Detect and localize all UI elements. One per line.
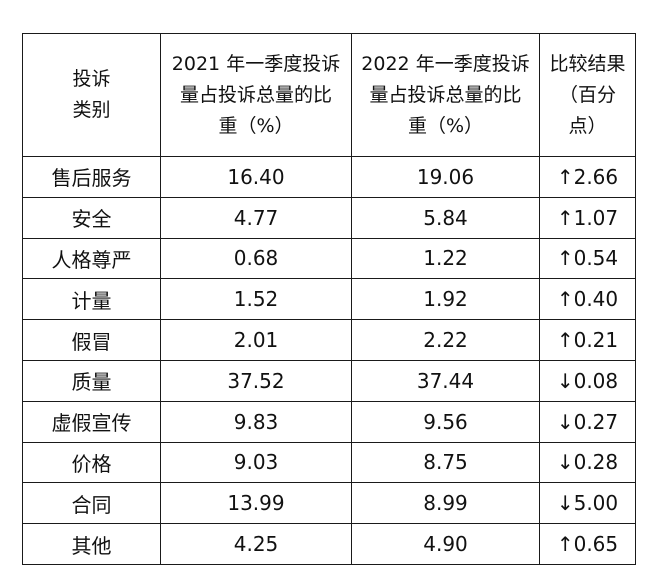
change-cell: ↓5.00 bbox=[539, 482, 636, 525]
change-cell: ↓0.08 bbox=[539, 359, 636, 402]
table-body: 售后服务 16.40 19.06 ↑2.66 安全 4.77 5.84 ↑1.0… bbox=[22, 156, 636, 565]
table-row: 质量 37.52 37.44 ↓0.08 bbox=[22, 359, 636, 402]
table-row: 虚假宣传 9.83 9.56 ↓0.27 bbox=[22, 400, 636, 443]
share-2022-cell: 2.22 bbox=[351, 319, 540, 361]
share-2021-cell: 4.25 bbox=[160, 523, 352, 565]
share-2022-cell: 37.44 bbox=[351, 359, 540, 402]
complaint-table: 投诉 类别 2021 年一季度投诉 量占投诉总量的比 重（%） 2022 年一季… bbox=[22, 33, 636, 565]
header-comparison: 比较结果 （百分 点） bbox=[539, 33, 636, 157]
category-cell: 假冒 bbox=[22, 319, 161, 361]
table-row: 安全 4.77 5.84 ↑1.07 bbox=[22, 196, 636, 239]
category-cell: 计量 bbox=[22, 278, 161, 321]
category-cell: 售后服务 bbox=[22, 156, 161, 198]
share-2022-cell: 5.84 bbox=[351, 196, 540, 239]
change-cell: ↑0.40 bbox=[539, 278, 636, 321]
change-cell: ↓0.28 bbox=[539, 441, 636, 484]
header-2021-share: 2021 年一季度投诉 量占投诉总量的比 重（%） bbox=[160, 33, 352, 157]
header-category: 投诉 类别 bbox=[22, 33, 161, 157]
change-cell: ↑0.21 bbox=[539, 319, 636, 361]
share-2022-cell: 9.56 bbox=[351, 400, 540, 443]
share-2021-cell: 9.03 bbox=[160, 441, 352, 484]
category-cell: 人格尊严 bbox=[22, 237, 161, 280]
share-2022-cell: 19.06 bbox=[351, 156, 540, 198]
category-cell: 其他 bbox=[22, 523, 161, 565]
category-cell: 价格 bbox=[22, 441, 161, 484]
table-row: 计量 1.52 1.92 ↑0.40 bbox=[22, 278, 636, 321]
change-cell: ↑0.54 bbox=[539, 237, 636, 280]
share-2022-cell: 8.99 bbox=[351, 482, 540, 525]
share-2021-cell: 2.01 bbox=[160, 319, 352, 361]
share-2021-cell: 0.68 bbox=[160, 237, 352, 280]
category-cell: 虚假宣传 bbox=[22, 400, 161, 443]
share-2021-cell: 16.40 bbox=[160, 156, 352, 198]
share-2021-cell: 13.99 bbox=[160, 482, 352, 525]
table-row: 售后服务 16.40 19.06 ↑2.66 bbox=[22, 156, 636, 198]
change-cell: ↑1.07 bbox=[539, 196, 636, 239]
category-cell: 安全 bbox=[22, 196, 161, 239]
table-header: 投诉 类别 2021 年一季度投诉 量占投诉总量的比 重（%） 2022 年一季… bbox=[22, 33, 636, 157]
category-cell: 合同 bbox=[22, 482, 161, 525]
share-2022-cell: 8.75 bbox=[351, 441, 540, 484]
change-cell: ↓0.27 bbox=[539, 400, 636, 443]
share-2022-cell: 4.90 bbox=[351, 523, 540, 565]
share-2021-cell: 1.52 bbox=[160, 278, 352, 321]
share-2022-cell: 1.22 bbox=[351, 237, 540, 280]
table-row: 人格尊严 0.68 1.22 ↑0.54 bbox=[22, 237, 636, 280]
header-2022-share: 2022 年一季度投诉 量占投诉总量的比 重（%） bbox=[351, 33, 540, 157]
change-cell: ↑2.66 bbox=[539, 156, 636, 198]
table-row: 合同 13.99 8.99 ↓5.00 bbox=[22, 482, 636, 525]
share-2021-cell: 37.52 bbox=[160, 359, 352, 402]
share-2021-cell: 4.77 bbox=[160, 196, 352, 239]
share-2021-cell: 9.83 bbox=[160, 400, 352, 443]
category-cell: 质量 bbox=[22, 359, 161, 402]
header-row: 投诉 类别 2021 年一季度投诉 量占投诉总量的比 重（%） 2022 年一季… bbox=[22, 33, 636, 157]
change-cell: ↑0.65 bbox=[539, 523, 636, 565]
share-2022-cell: 1.92 bbox=[351, 278, 540, 321]
table-row: 假冒 2.01 2.22 ↑0.21 bbox=[22, 319, 636, 361]
table-row: 其他 4.25 4.90 ↑0.65 bbox=[22, 523, 636, 565]
table-row: 价格 9.03 8.75 ↓0.28 bbox=[22, 441, 636, 484]
